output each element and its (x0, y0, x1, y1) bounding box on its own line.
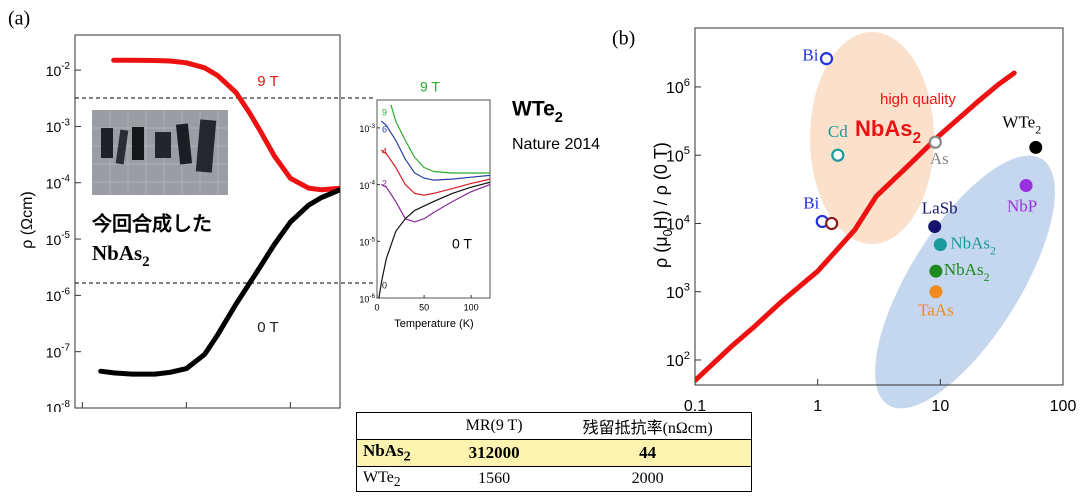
x-tick-label: 100 (1050, 398, 1077, 412)
x-tick-label: 10 (931, 398, 949, 412)
series-label: 9 (382, 107, 387, 117)
y-axis-label: ρ (Ωcm) (19, 191, 36, 249)
y-tick-label: 10-5 (359, 236, 375, 247)
y-tick-label: 10-4 (359, 180, 375, 191)
plot-area (378, 104, 490, 298)
table-cell: 312000 (443, 438, 545, 468)
point-label: Cd (828, 122, 848, 141)
data-point (929, 264, 943, 278)
y-tick-label: 10-3 (359, 123, 375, 134)
annotation: high quality (880, 91, 956, 108)
series-label: 4 (382, 146, 387, 156)
panel-label: (a) (8, 8, 30, 30)
annotation: 今回合成した (92, 211, 212, 235)
data-point (933, 238, 947, 252)
table-header: 残留抵抗率(nΩcm) (582, 420, 713, 437)
y-tick-label: 103 (666, 282, 690, 302)
y-tick-label: 106 (666, 77, 690, 97)
table-cell: 44 (544, 438, 752, 468)
data-point (1029, 140, 1043, 154)
annotation: NbAs2 (92, 241, 150, 271)
data-line (98, 187, 340, 377)
point-label: Bi (803, 193, 819, 212)
data-point (825, 216, 839, 231)
y-tick-label: 10-2 (46, 61, 70, 79)
data-line (695, 70, 1017, 383)
highlight-ellipse (875, 155, 1055, 409)
y-tick-label: 10-6 (46, 286, 71, 304)
annotation: 9 T (420, 79, 440, 95)
point-label: LaSb (922, 198, 958, 217)
data-point (928, 220, 942, 234)
range-guide (75, 97, 376, 284)
x-tick-label: 0 (374, 302, 379, 312)
point-label: NbAs2 (944, 260, 990, 284)
table-cell: WTe2 (363, 468, 401, 489)
x-tick-label: 0.1 (684, 398, 706, 412)
series-label: 0 T (257, 319, 278, 336)
data-line (381, 120, 490, 181)
point-label: NbP (1007, 196, 1037, 215)
series-label: 0 (382, 280, 387, 290)
data-line (381, 149, 490, 196)
inset-subtitle: Nature 2014 (512, 136, 600, 153)
data-point (819, 52, 834, 66)
y-tick-label: 10-4 (46, 174, 71, 192)
point-label: TaAs (918, 301, 954, 320)
table-cell: 1560 (478, 470, 511, 488)
sample-photo (92, 110, 228, 195)
series-label: 9 T (257, 73, 278, 90)
highlight-ellipse (810, 32, 934, 244)
point-label: Bi (802, 46, 818, 65)
point-label: As (930, 149, 949, 168)
y-tick-label: 10-8 (46, 399, 71, 412)
x-tick-label: 50 (419, 302, 429, 312)
data-line (381, 184, 490, 223)
x-axis-label: Temperature (K) (394, 318, 473, 330)
annotation: 0 T (452, 236, 472, 252)
y-tick-label: 10-5 (46, 230, 71, 248)
point-label: WTe2 (1002, 112, 1041, 136)
y-tick-label: 10-7 (46, 343, 70, 361)
series-label: 2 (382, 178, 387, 188)
x-tick-label: 1 (813, 398, 822, 412)
comparison-table: MR(9 T) 残留抵抗率(nΩcm) NbAs2 312000 44 WTe2… (356, 412, 752, 493)
data-point (831, 148, 845, 162)
data-point (929, 285, 943, 299)
data-point (928, 135, 942, 149)
data-line (378, 181, 490, 298)
inset-frame (376, 99, 491, 299)
plot-frame (694, 27, 1064, 386)
plot-area (98, 57, 340, 377)
panel-label: (b) (612, 28, 635, 50)
point-label: NbAs2 (950, 234, 996, 258)
data-line (390, 104, 490, 174)
y-tick-label: 10-6 (359, 293, 375, 304)
data-point (1019, 178, 1033, 192)
x-tick-label: 100 (464, 302, 479, 312)
y-tick-label: 10-3 (46, 118, 71, 136)
plot-frame (74, 34, 341, 409)
y-tick-label: 102 (666, 350, 690, 370)
inset-title: WTe2 (512, 98, 563, 126)
table-header: MR(9 T) (465, 417, 523, 434)
table-cell: 2000 (631, 470, 664, 488)
table-cell (357, 413, 444, 440)
plot-area (695, 70, 1017, 383)
data-line (111, 57, 340, 193)
table-cell: NbAs2 (356, 438, 444, 468)
figure: (a) (b) 11010030010-810-710-610-510-410-… (8, 8, 1077, 412)
series-label: 6 (382, 124, 387, 134)
